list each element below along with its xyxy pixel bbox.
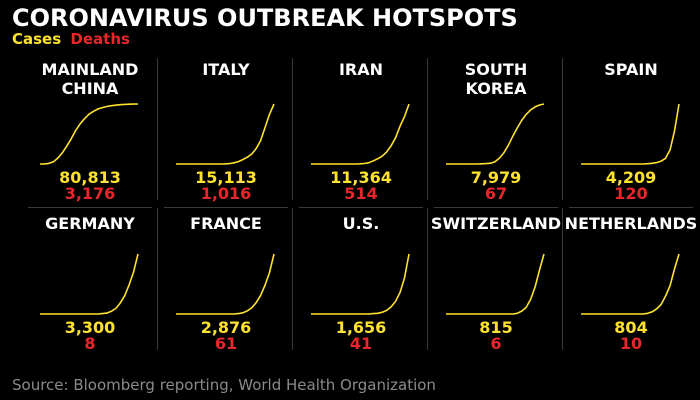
cases-line bbox=[446, 253, 545, 315]
sparkline bbox=[311, 253, 410, 315]
legend: Cases Deaths bbox=[12, 30, 130, 48]
cases-value: 1,656 bbox=[335, 318, 387, 337]
cases-value: 804 bbox=[614, 318, 648, 337]
sparkline bbox=[40, 253, 139, 315]
cases-value: 7,979 bbox=[470, 168, 522, 187]
country-panel: IRAN 11,364 514 bbox=[293, 54, 429, 204]
row-divider bbox=[569, 207, 693, 208]
country-name: NETHERLANDS bbox=[564, 214, 698, 233]
sparkline bbox=[581, 103, 680, 165]
row-divider bbox=[434, 207, 558, 208]
cases-line bbox=[581, 103, 680, 165]
deaths-value: 1,016 bbox=[200, 184, 252, 203]
chart-title: CORONAVIRUS OUTBREAK HOTSPOTS bbox=[12, 4, 518, 32]
row-divider bbox=[28, 207, 152, 208]
cases-value: 815 bbox=[479, 318, 513, 337]
country-panel: FRANCE 2,876 61 bbox=[158, 204, 294, 354]
cases-value: 2,876 bbox=[200, 318, 252, 337]
row-divider bbox=[164, 207, 288, 208]
cases-value: 3,300 bbox=[64, 318, 116, 337]
cases-line bbox=[39, 103, 139, 165]
cases-line bbox=[176, 103, 275, 165]
cases-line bbox=[581, 253, 680, 315]
country-name: GERMANY bbox=[45, 214, 135, 233]
deaths-value: 61 bbox=[214, 334, 238, 353]
deaths-value: 6 bbox=[490, 334, 502, 353]
sparkline bbox=[581, 253, 680, 315]
country-panel: ITALY 15,113 1,016 bbox=[158, 54, 294, 204]
country-name: KOREA bbox=[465, 79, 527, 98]
column-divider bbox=[292, 208, 293, 350]
country-panel: U.S. 1,656 41 bbox=[293, 204, 429, 354]
cases-value: 4,209 bbox=[605, 168, 657, 187]
sparkline bbox=[39, 103, 139, 165]
legend-deaths: Deaths bbox=[70, 30, 130, 48]
country-panel: SWITZERLAND 815 6 bbox=[428, 204, 564, 354]
cases-line bbox=[311, 103, 410, 165]
deaths-value: 3,176 bbox=[64, 184, 116, 203]
country-name: MAINLAND bbox=[41, 60, 139, 79]
country-panel: NETHERLANDS 804 10 bbox=[563, 204, 699, 354]
deaths-value: 120 bbox=[614, 184, 648, 203]
cases-line bbox=[176, 253, 275, 315]
source-note: Source: Bloomberg reporting, World Healt… bbox=[12, 376, 436, 394]
cases-value: 15,113 bbox=[195, 168, 257, 187]
deaths-value: 514 bbox=[344, 184, 378, 203]
country-panel: GERMANY 3,300 8 bbox=[22, 204, 158, 354]
country-name: CHINA bbox=[61, 79, 119, 98]
sparkline bbox=[176, 253, 275, 315]
country-name: SWITZERLAND bbox=[430, 214, 562, 233]
country-name: IRAN bbox=[338, 60, 384, 79]
country-panel: SPAIN 4,209 120 bbox=[563, 54, 699, 204]
cases-line bbox=[40, 253, 139, 315]
column-divider bbox=[427, 58, 428, 200]
cases-line bbox=[446, 103, 545, 165]
country-name: SPAIN bbox=[604, 60, 658, 79]
country-panel: SOUTH KOREA 7,979 67 bbox=[428, 54, 564, 204]
country-name: ITALY bbox=[202, 60, 250, 79]
column-divider bbox=[427, 208, 428, 350]
column-divider bbox=[292, 58, 293, 200]
country-name: FRANCE bbox=[190, 214, 262, 233]
sparkline bbox=[176, 103, 275, 165]
cases-value: 80,813 bbox=[59, 168, 121, 187]
country-name: U.S. bbox=[342, 214, 380, 233]
cases-value: 11,364 bbox=[330, 168, 392, 187]
sparkline bbox=[446, 103, 545, 165]
sparkline bbox=[446, 253, 545, 315]
deaths-value: 8 bbox=[84, 334, 96, 353]
column-divider bbox=[562, 208, 563, 350]
column-divider bbox=[562, 58, 563, 200]
legend-cases: Cases bbox=[12, 30, 62, 48]
column-divider bbox=[157, 58, 158, 200]
deaths-value: 67 bbox=[484, 184, 508, 203]
cases-line bbox=[311, 253, 410, 315]
country-name: SOUTH bbox=[464, 60, 528, 79]
deaths-value: 10 bbox=[619, 334, 643, 353]
country-panel: MAINLAND CHINA 80,813 3,176 bbox=[22, 54, 158, 204]
sparkline bbox=[311, 103, 410, 165]
row-divider bbox=[299, 207, 423, 208]
column-divider bbox=[157, 208, 158, 350]
deaths-value: 41 bbox=[349, 334, 373, 353]
